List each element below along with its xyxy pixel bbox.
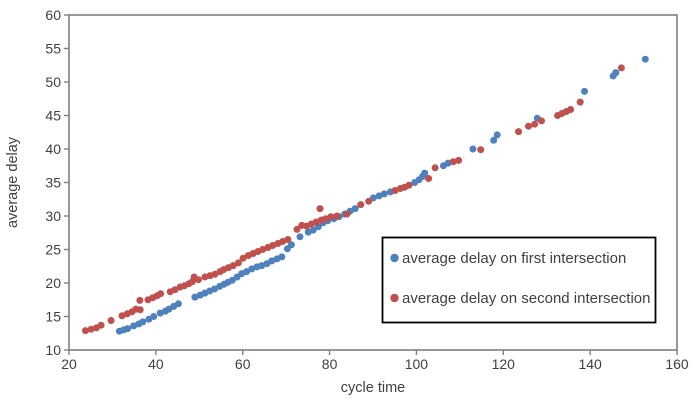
y-tick-label: 50 xyxy=(45,74,61,90)
data-point xyxy=(351,205,359,213)
x-tick-label: 80 xyxy=(322,356,338,372)
x-tick-label: 160 xyxy=(665,356,689,372)
data-point xyxy=(449,158,457,166)
data-point xyxy=(234,259,242,267)
legend-marker-first-intersection-icon xyxy=(390,253,399,263)
data-point xyxy=(309,226,317,234)
y-tick-label: 45 xyxy=(45,108,61,124)
data-point xyxy=(284,236,292,243)
y-tick-label: 30 xyxy=(45,208,61,224)
data-point xyxy=(136,306,144,314)
x-tick-label: 140 xyxy=(578,356,602,372)
data-point xyxy=(107,317,115,324)
data-point xyxy=(612,69,620,77)
x-tick-label: 100 xyxy=(405,356,429,372)
x-axis-ticks: 20 40 60 80 100 120 140 160 xyxy=(61,350,689,372)
data-point xyxy=(567,106,575,113)
data-point xyxy=(333,212,341,220)
data-point xyxy=(421,169,429,177)
data-point xyxy=(343,210,351,218)
x-axis-title: cycle time xyxy=(341,380,405,396)
x-tick-label: 120 xyxy=(492,356,516,372)
data-point xyxy=(641,55,649,63)
data-point xyxy=(136,296,144,304)
data-point xyxy=(139,318,147,326)
data-point xyxy=(157,290,165,298)
data-point xyxy=(239,254,247,262)
data-point xyxy=(171,286,179,294)
data-point xyxy=(538,117,545,125)
x-tick-label: 20 xyxy=(61,356,77,372)
data-point xyxy=(316,205,324,213)
data-point xyxy=(124,325,132,333)
data-point xyxy=(327,213,335,221)
data-point xyxy=(229,262,237,270)
data-point xyxy=(531,120,539,128)
y-tick-label: 20 xyxy=(45,275,61,291)
y-tick-label: 60 xyxy=(45,7,61,23)
y-tick-label: 35 xyxy=(45,175,61,191)
data-point xyxy=(525,122,532,130)
data-point xyxy=(581,87,588,95)
data-point xyxy=(469,145,477,153)
y-axis-ticks: 10 15 20 25 30 35 40 45 50 55 60 xyxy=(45,7,69,358)
legend-label-first-intersection: average delay on first intersection xyxy=(402,250,626,267)
data-point xyxy=(515,128,522,136)
data-point xyxy=(357,201,365,209)
legend-label-second-intersection: average delay on second intersection xyxy=(402,290,651,307)
legend-marker-second-intersection-icon xyxy=(390,293,399,303)
y-tick-label: 55 xyxy=(45,41,61,57)
data-point xyxy=(150,313,158,320)
data-point xyxy=(194,276,202,284)
legend-box xyxy=(381,236,657,324)
data-point xyxy=(296,233,304,241)
data-point xyxy=(365,197,373,205)
data-point xyxy=(490,136,498,144)
y-tick-label: 10 xyxy=(45,342,61,358)
data-point xyxy=(493,131,501,139)
data-point xyxy=(243,268,251,276)
data-point xyxy=(211,285,218,293)
x-tick-label: 40 xyxy=(148,356,164,372)
data-point xyxy=(97,321,105,329)
legend: average delay on first intersection aver… xyxy=(381,236,657,324)
data-points-layer xyxy=(82,55,649,335)
data-point xyxy=(391,187,399,194)
data-point xyxy=(431,164,439,172)
data-point xyxy=(87,325,95,333)
data-point xyxy=(380,190,388,198)
data-point xyxy=(211,270,219,278)
data-point xyxy=(617,64,625,72)
data-point xyxy=(477,146,485,154)
data-point xyxy=(278,253,286,261)
data-point xyxy=(405,181,413,189)
data-point xyxy=(455,156,463,164)
y-axis-title: average delay xyxy=(5,136,21,228)
data-point xyxy=(576,98,584,106)
y-tick-label: 40 xyxy=(45,141,61,157)
data-point xyxy=(293,225,301,233)
data-point xyxy=(287,241,295,249)
y-tick-label: 15 xyxy=(45,309,61,325)
data-point xyxy=(425,175,433,182)
data-point xyxy=(174,300,182,308)
x-tick-label: 60 xyxy=(235,356,251,372)
data-point xyxy=(191,293,199,301)
y-tick-label: 25 xyxy=(45,242,61,258)
data-point xyxy=(82,327,89,335)
